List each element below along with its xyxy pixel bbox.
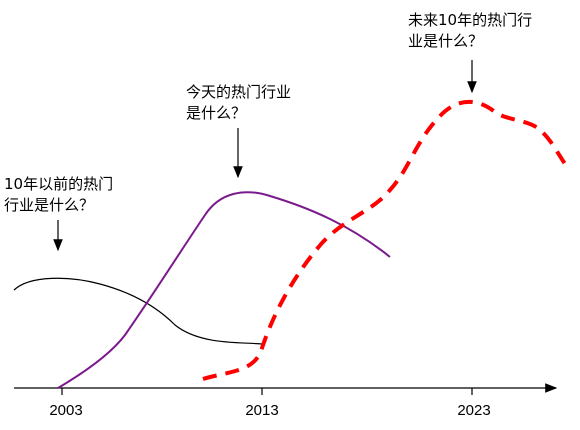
present-industry-curve bbox=[57, 191, 391, 389]
present-annotation: 今天的热门行业 是什么？ bbox=[186, 82, 291, 124]
future-annotation-line2: 业是什么？ bbox=[408, 32, 484, 50]
future-annotation: 未来10年的热门行 业是什么？ bbox=[408, 10, 532, 52]
tick-label-2023: 2023 bbox=[457, 402, 491, 419]
past-annotation-line1: 10年以前的热门 bbox=[4, 175, 114, 193]
past-annotation-line2: 行业是什么？ bbox=[4, 196, 95, 214]
tick-label-2003: 2003 bbox=[49, 402, 83, 419]
past-annotation: 10年以前的热门 行业是什么？ bbox=[4, 174, 113, 216]
present-annotation-line1: 今天的热门行业 bbox=[186, 83, 292, 101]
tick-label-2013: 2013 bbox=[245, 402, 279, 419]
future-annotation-line1: 未来10年的热门行 bbox=[408, 11, 533, 29]
present-annotation-line2: 是什么？ bbox=[186, 104, 247, 122]
future-industry-curve bbox=[202, 99, 570, 381]
past-industry-curve bbox=[13, 277, 263, 345]
